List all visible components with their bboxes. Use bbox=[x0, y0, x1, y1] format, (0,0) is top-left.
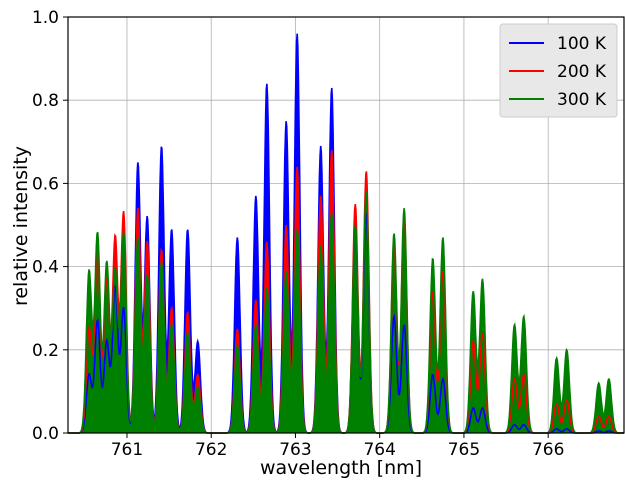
legend-box bbox=[499, 23, 618, 118]
x-tick-label: 766 bbox=[532, 440, 564, 460]
x-axis-label: wavelength [nm] bbox=[260, 457, 422, 479]
y-tick-label: 0.4 bbox=[32, 258, 59, 278]
y-axis-ticks: 0.0 0.2 0.4 0.6 0.8 1.0 bbox=[32, 8, 68, 444]
legend-label: 300 K bbox=[557, 90, 607, 110]
x-tick-label: 765 bbox=[448, 440, 480, 460]
legend: 100 K 200 K 300 K bbox=[499, 23, 618, 118]
y-tick-label: 0.0 bbox=[32, 424, 59, 444]
x-axis-ticks: 761 762 763 764 765 766 bbox=[111, 433, 564, 460]
legend-label: 100 K bbox=[557, 34, 607, 54]
plot-frame bbox=[67, 16, 625, 434]
y-tick-label: 0.8 bbox=[32, 91, 59, 111]
x-tick-label: 763 bbox=[279, 440, 311, 460]
legend-label: 200 K bbox=[557, 62, 607, 82]
y-axis-label: relative intensity bbox=[10, 146, 32, 306]
y-tick-label: 1.0 bbox=[32, 8, 59, 28]
x-tick-label: 762 bbox=[195, 440, 227, 460]
x-tick-label: 764 bbox=[363, 440, 395, 460]
y-tick-label: 0.6 bbox=[32, 174, 59, 194]
series-line bbox=[68, 192, 624, 434]
y-tick-label: 0.2 bbox=[32, 341, 59, 361]
x-tick-label: 761 bbox=[111, 440, 143, 460]
